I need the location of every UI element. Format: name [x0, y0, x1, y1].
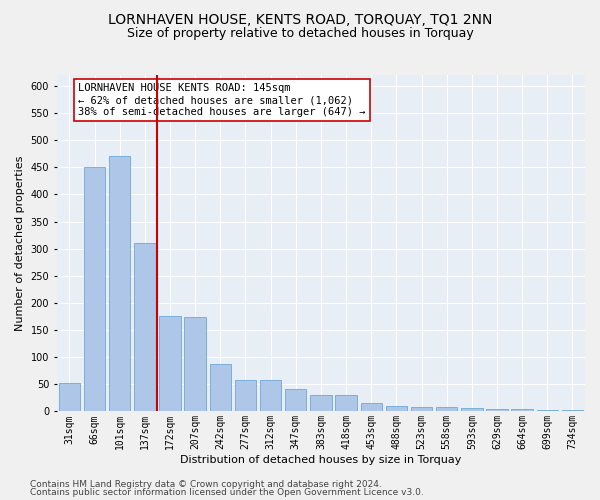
Y-axis label: Number of detached properties: Number of detached properties: [15, 156, 25, 331]
Text: LORNHAVEN HOUSE KENTS ROAD: 145sqm
← 62% of detached houses are smaller (1,062)
: LORNHAVEN HOUSE KENTS ROAD: 145sqm ← 62%…: [78, 84, 365, 116]
Bar: [184, 317, 206, 412]
Bar: [160, 316, 181, 412]
Bar: [285, 388, 307, 411]
Bar: [461, 408, 482, 412]
Bar: [511, 408, 533, 412]
Bar: [411, 407, 432, 412]
Bar: [361, 404, 382, 411]
Bar: [84, 167, 105, 412]
X-axis label: Distribution of detached houses by size in Torquay: Distribution of detached houses by size …: [180, 455, 461, 465]
Bar: [134, 243, 155, 412]
Text: Contains public sector information licensed under the Open Government Licence v3: Contains public sector information licen…: [30, 488, 424, 497]
Bar: [562, 410, 583, 412]
Bar: [386, 406, 407, 411]
Bar: [486, 408, 508, 412]
Bar: [536, 410, 558, 412]
Bar: [310, 395, 332, 411]
Bar: [209, 364, 231, 412]
Bar: [235, 380, 256, 412]
Bar: [59, 382, 80, 412]
Bar: [109, 156, 130, 412]
Text: Contains HM Land Registry data © Crown copyright and database right 2024.: Contains HM Land Registry data © Crown c…: [30, 480, 382, 489]
Bar: [335, 395, 357, 411]
Text: Size of property relative to detached houses in Torquay: Size of property relative to detached ho…: [127, 28, 473, 40]
Bar: [260, 380, 281, 412]
Text: LORNHAVEN HOUSE, KENTS ROAD, TORQUAY, TQ1 2NN: LORNHAVEN HOUSE, KENTS ROAD, TORQUAY, TQ…: [108, 12, 492, 26]
Bar: [436, 407, 457, 412]
